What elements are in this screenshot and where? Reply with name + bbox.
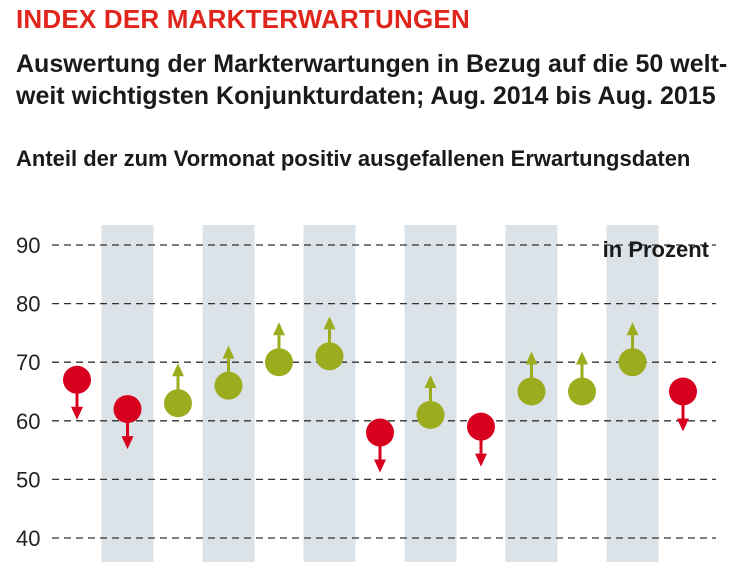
data-point xyxy=(517,377,546,406)
up-arrow-point xyxy=(265,322,293,377)
column-bands xyxy=(101,225,659,562)
data-point xyxy=(467,412,495,441)
column-band xyxy=(101,225,154,562)
data-point xyxy=(214,371,243,400)
data-point xyxy=(618,348,647,377)
column-band xyxy=(303,225,356,562)
data-point xyxy=(366,418,394,447)
data-point xyxy=(568,377,596,406)
down-arrow-point xyxy=(366,418,394,473)
down-arrow-point xyxy=(63,365,91,420)
y-tick-label: 60 xyxy=(16,409,40,434)
data-point xyxy=(416,400,445,429)
y-tick-label: 90 xyxy=(16,233,40,258)
arrow-head-down xyxy=(71,406,83,420)
up-arrow-point xyxy=(517,351,546,406)
down-arrow-point xyxy=(113,395,142,450)
data-points xyxy=(63,316,697,473)
arrow-head-down xyxy=(121,436,134,450)
data-point xyxy=(669,377,697,406)
down-arrow-point xyxy=(467,412,495,467)
chart-subtitle: Auswertung der Markterwartungen in Bezug… xyxy=(16,50,728,110)
data-point xyxy=(265,348,293,377)
arrow-head-down xyxy=(475,453,487,467)
arrow-head-up xyxy=(172,363,184,377)
up-arrow-point xyxy=(214,345,243,400)
arrow-head-down xyxy=(677,418,689,432)
up-arrow-point xyxy=(315,316,344,371)
y-axis-ticks: 40 50 60 70 80 90 xyxy=(16,233,40,551)
down-arrow-point xyxy=(669,377,697,432)
up-arrow-point xyxy=(568,351,596,406)
arrow-head-down xyxy=(374,459,386,473)
arrow-head-up xyxy=(525,351,538,365)
y-tick-label: 40 xyxy=(16,526,40,551)
arrow-head-up xyxy=(222,345,235,359)
data-point xyxy=(63,365,91,394)
gridlines xyxy=(52,244,716,539)
up-arrow-point xyxy=(416,374,445,429)
data-point xyxy=(315,342,344,371)
chart-caption: Anteil der zum Vormonat positiv ausgefal… xyxy=(16,146,691,171)
y-tick-label: 70 xyxy=(16,350,40,375)
up-arrow-point xyxy=(164,363,192,418)
arrow-head-up xyxy=(576,351,588,365)
column-band xyxy=(606,225,659,562)
up-arrow-point xyxy=(618,322,647,377)
chart-title: INDEX DER MARKTERWARTUNGEN xyxy=(16,4,470,34)
arrow-head-up xyxy=(273,322,285,336)
unit-label: in Prozent xyxy=(603,237,710,262)
data-point xyxy=(113,395,142,424)
arrow-head-up xyxy=(424,374,437,388)
arrow-head-up xyxy=(626,322,639,336)
y-tick-label: 50 xyxy=(16,467,40,492)
y-tick-label: 80 xyxy=(16,292,40,317)
arrow-head-up xyxy=(323,316,336,330)
data-point xyxy=(164,389,192,418)
